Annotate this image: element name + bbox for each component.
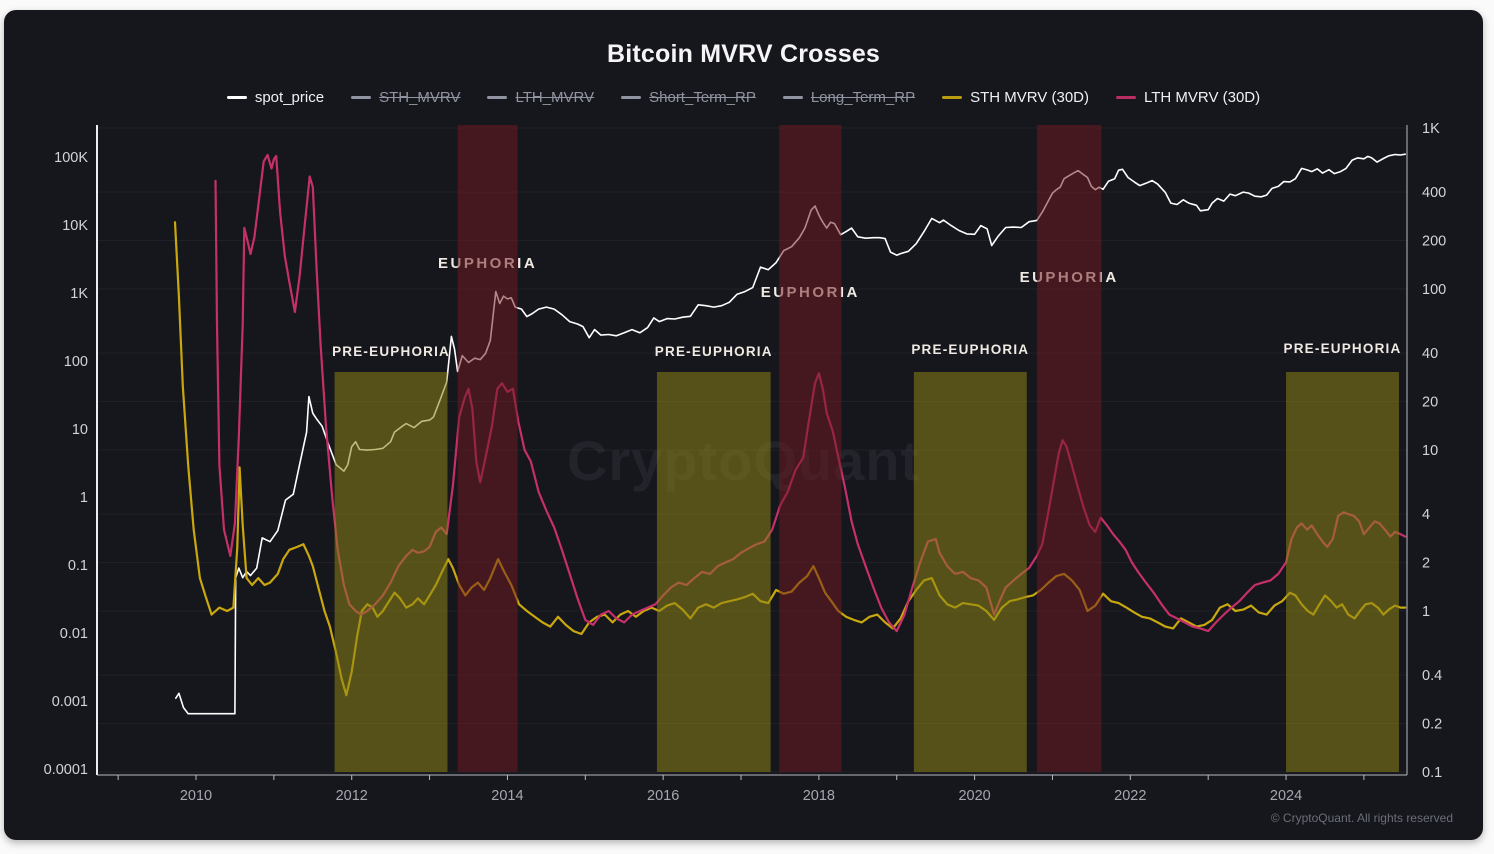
legend-swatch: [487, 96, 508, 99]
left-axis-tick-label: 1K: [70, 286, 88, 302]
euphoria-region: [1036, 125, 1102, 772]
legend-item-lth-mvrv[interactable]: LTH_MVRV: [487, 89, 594, 106]
chart-title: Bitcoin MVRV Crosses: [606, 40, 881, 68]
legend-item-lth-mvrv-30d-[interactable]: LTH MVRV (30D): [1116, 89, 1260, 106]
legend-item-spot-price[interactable]: spot_price: [226, 89, 325, 106]
right-axis-tick-label: 0.2: [1422, 717, 1442, 733]
right-axis-tick-label: 100: [1422, 282, 1446, 298]
x-axis-tick-label: 2018: [803, 788, 835, 804]
euphoria-region: [457, 125, 518, 772]
left-axis-tick-label: 100: [64, 354, 88, 370]
left-axis-tick-label: 0.0001: [44, 762, 88, 778]
pre-euphoria-label: PRE-EUPHORIA: [332, 344, 450, 359]
right-axis-tick-label: 10: [1422, 443, 1438, 459]
pre-euphoria-region: [1286, 372, 1399, 772]
x-axis-tick-label: 2020: [958, 788, 990, 804]
pre-euphoria-region: [913, 372, 1027, 772]
legend-swatch: [351, 96, 372, 99]
legend-label: STH_MVRV: [379, 89, 461, 106]
copyright-text: © CryptoQuant. All rights reserved: [1270, 811, 1453, 825]
x-axis-tick-label: 2012: [336, 788, 368, 804]
legend-label: spot_price: [254, 89, 325, 106]
legend-label: LTH_MVRV: [515, 89, 595, 106]
legend-swatch: [1116, 96, 1136, 99]
legend-item-long-term-rp[interactable]: Long_Term_RP: [782, 89, 916, 106]
right-axis-tick-label: 200: [1422, 234, 1446, 250]
chart-panel: Bitcoin MVRV Crosses spot_price STH_MVRV L…: [4, 10, 1483, 840]
right-axis-tick-label: 1K: [1422, 121, 1440, 137]
legend-swatch: [226, 96, 247, 99]
legend-label: LTH MVRV (30D): [1144, 89, 1261, 106]
right-axis-tick-label: 0.4: [1422, 668, 1442, 684]
x-axis-tick-label: 2014: [491, 788, 523, 804]
legend-swatch: [621, 96, 642, 99]
left-axis-tick-label: 10: [72, 422, 88, 438]
pre-euphoria-label: PRE-EUPHORIA: [655, 344, 773, 359]
right-axis-tick-label: 20: [1422, 395, 1438, 411]
legend-swatch: [782, 96, 803, 99]
legend-item-short-term-rp[interactable]: Short_Term_RP: [621, 89, 756, 106]
pre-euphoria-label: PRE-EUPHORIA: [911, 342, 1029, 357]
right-axis-tick-label: 400: [1422, 185, 1446, 201]
x-axis-tick-label: 2016: [647, 788, 679, 804]
pre-euphoria-region: [334, 372, 448, 772]
right-axis-tick-label: 40: [1422, 346, 1438, 362]
chart-plot-area[interactable]: PRE-EUPHORIA PRE-EUPHORIA PRE-EUPHORIA PRE-…: [4, 10, 1483, 840]
right-axis-tick-label: 1: [1422, 604, 1430, 620]
right-axis-tick-label: 4: [1422, 507, 1430, 523]
left-axis-tick-label: 0.001: [52, 694, 88, 710]
legend-label: Long_Term_RP: [810, 89, 916, 106]
legend-item-sth-mvrv-30d-[interactable]: STH MVRV (30D): [942, 89, 1089, 106]
pre-euphoria-label: PRE-EUPHORIA: [1284, 341, 1402, 356]
pre-euphoria-region: [656, 372, 771, 772]
x-axis-tick-label: 2024: [1270, 788, 1302, 804]
left-axis-tick-label: 100K: [54, 150, 88, 166]
x-axis-tick-label: 2022: [1114, 788, 1146, 804]
legend: spot_price STH_MVRV LTH_MVRV Short_Term_RP L…: [4, 89, 1483, 106]
right-axis-tick-label: 2: [1422, 556, 1430, 572]
x-axis-tick-label: 2010: [180, 788, 212, 804]
legend-item-sth-mvrv[interactable]: STH_MVRV: [351, 89, 460, 106]
left-axis-tick-label: 10K: [62, 218, 88, 234]
legend-label: STH MVRV (30D): [970, 89, 1089, 106]
euphoria-region: [779, 125, 842, 772]
left-axis-tick-label: 1: [80, 490, 88, 506]
legend-swatch: [942, 96, 963, 99]
right-axis-tick-label: 0.1: [1422, 765, 1442, 781]
left-axis-tick-label: 0.01: [60, 626, 88, 642]
left-axis-tick-label: 0.1: [68, 558, 88, 574]
legend-label: Short_Term_RP: [649, 89, 756, 106]
